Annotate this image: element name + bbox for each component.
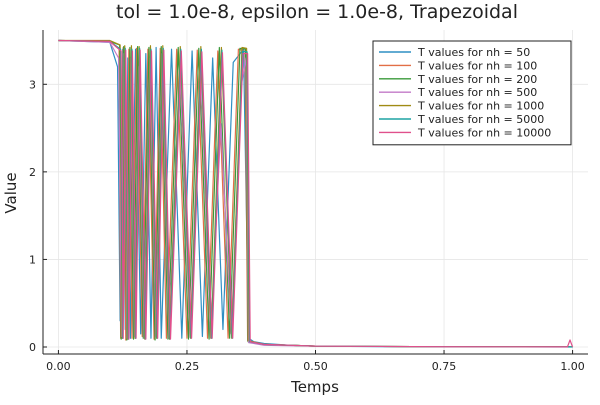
x-axis-title: Temps [290, 378, 339, 396]
legend: T values for nh = 50T values for nh = 10… [372, 40, 572, 146]
legend-label: T values for nh = 50 [417, 46, 530, 59]
y-tick-label: 2 [29, 166, 36, 179]
legend-label: T values for nh = 5000 [417, 113, 544, 126]
tick-labels: 0.00 0.25 0.50 0.75 1.00 0 1 2 3 [29, 78, 585, 373]
x-tick-label: 0.25 [175, 360, 200, 373]
x-tick-label: 0.75 [432, 360, 457, 373]
y-tick-label: 3 [29, 78, 36, 91]
x-tick-label: 0.50 [303, 360, 328, 373]
chart-title: tol = 1.0e-8, epsilon = 1.0e-8, Trapezoi… [116, 1, 518, 23]
legend-label: T values for nh = 100 [417, 59, 537, 72]
legend-label: T values for nh = 10000 [417, 126, 551, 139]
series-lines [58, 39, 574, 348]
series-line-6 [58, 39, 574, 348]
x-tick-label: 1.00 [560, 360, 585, 373]
legend-label: T values for nh = 500 [417, 86, 537, 99]
y-tick-label: 1 [29, 253, 36, 266]
x-tick-label: 0.00 [46, 360, 71, 373]
y-axis-title: Value [2, 172, 20, 213]
legend-label: T values for nh = 1000 [417, 100, 544, 113]
legend-label: T values for nh = 200 [417, 73, 537, 86]
legend-box [372, 40, 572, 146]
axes [42, 30, 588, 355]
y-tick-label: 0 [29, 341, 36, 354]
